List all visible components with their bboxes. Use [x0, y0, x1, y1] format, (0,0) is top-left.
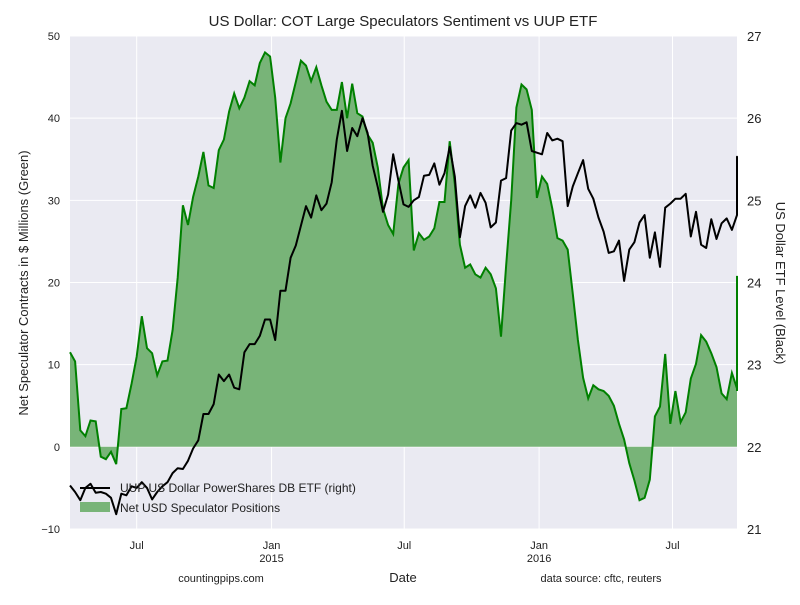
legend-uup-label: UUP US Dollar PowerShares DB ETF (right) [120, 481, 356, 495]
left-tick-label: −10 [41, 524, 60, 536]
right-tick-label: 23 [747, 358, 761, 373]
right-tick-label: 26 [747, 111, 761, 126]
left-tick-label: 0 [54, 442, 60, 454]
x-tick-label: Jul [665, 540, 679, 552]
x-tick-label: Jan [530, 540, 548, 552]
right-tick-label: 25 [747, 193, 761, 208]
right-axis-ticks: 27 26 25 24 23 22 21 [747, 29, 761, 537]
legend: UUP US Dollar PowerShares DB ETF (right)… [80, 481, 356, 515]
x-tick-year: 2016 [527, 553, 551, 565]
net-usd-positions-line [69, 50, 738, 502]
legend-area-swatch [80, 502, 110, 512]
source-right: data source: cftc, reuters [540, 573, 662, 585]
left-tick-label: 10 [48, 360, 60, 372]
left-axis-ticks: 50 40 30 20 10 0 −10 [41, 31, 60, 536]
uup-etf-line [69, 109, 738, 516]
left-tick-label: 40 [48, 113, 60, 125]
x-tick-label: Jan [263, 540, 281, 552]
right-axis-label: US Dollar ETF Level (Black) [773, 202, 788, 365]
right-tick-label: 21 [747, 522, 761, 537]
left-tick-label: 20 [48, 278, 60, 290]
chart-title: US Dollar: COT Large Speculators Sentime… [209, 13, 598, 30]
x-tick-label: Jul [130, 540, 144, 552]
source-left: countingpips.com [178, 573, 264, 585]
right-tick-label: 27 [747, 29, 761, 44]
x-tick-year: 2015 [259, 553, 283, 565]
right-tick-label: 24 [747, 276, 761, 291]
right-tick-label: 22 [747, 440, 761, 455]
legend-area-label: Net USD Speculator Positions [120, 501, 280, 515]
x-tick-label: Jul [397, 540, 411, 552]
left-axis-label: Net Speculator Contracts in $ Millions (… [16, 150, 31, 415]
x-axis-label: Date [389, 570, 416, 585]
left-tick-label: 30 [48, 195, 60, 207]
line-layer [69, 109, 738, 516]
left-tick-label: 50 [48, 31, 60, 43]
